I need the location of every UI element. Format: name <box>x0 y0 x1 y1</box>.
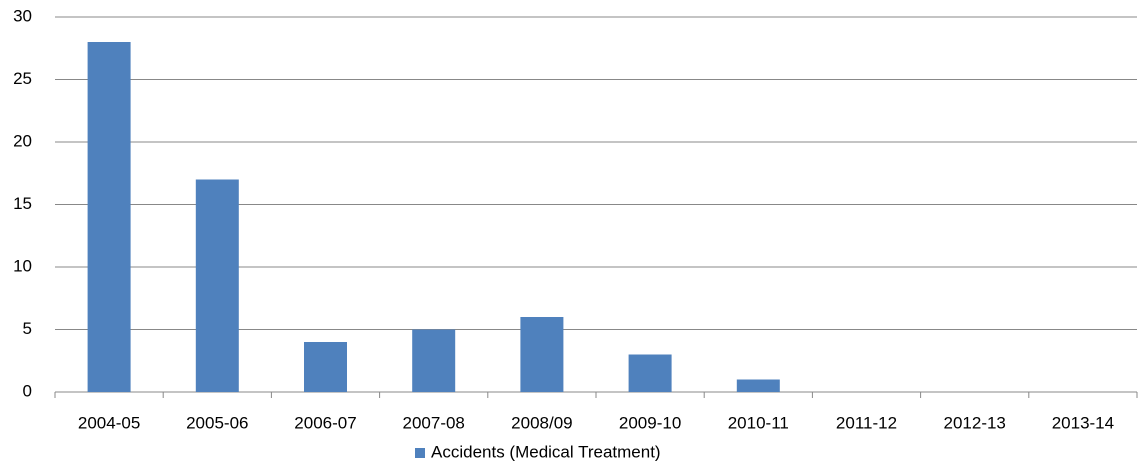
legend-label: Accidents (Medical Treatment) <box>431 442 661 461</box>
legend-swatch <box>415 448 425 458</box>
bar <box>412 329 456 392</box>
bar <box>304 342 347 392</box>
x-tick-label: 2009-10 <box>619 413 681 432</box>
bar <box>520 317 564 392</box>
bar <box>87 42 131 392</box>
x-tick-label: 2004-05 <box>78 413 140 432</box>
y-tick-label: 10 <box>13 256 32 275</box>
bar <box>736 379 780 392</box>
x-tick-label: 2005-06 <box>186 413 248 432</box>
y-tick-label: 15 <box>13 194 32 213</box>
x-tick-label: 2010-11 <box>728 413 789 432</box>
y-tick-label: 25 <box>13 69 32 88</box>
y-tick-label: 30 <box>13 6 32 25</box>
x-tick-label: 2008/09 <box>511 413 572 432</box>
x-tick-label: 2007-08 <box>403 413 465 432</box>
y-tick-label: 5 <box>23 319 32 338</box>
bar <box>628 354 672 392</box>
x-tick-label: 2006-07 <box>294 413 356 432</box>
y-tick-label: 20 <box>13 131 32 150</box>
x-tick-label: 2013-14 <box>1052 413 1114 432</box>
x-tick-label: 2012-13 <box>944 413 1006 432</box>
y-tick-label: 0 <box>23 381 32 400</box>
x-tick-label: 2011-12 <box>836 413 897 432</box>
bar <box>195 179 239 392</box>
